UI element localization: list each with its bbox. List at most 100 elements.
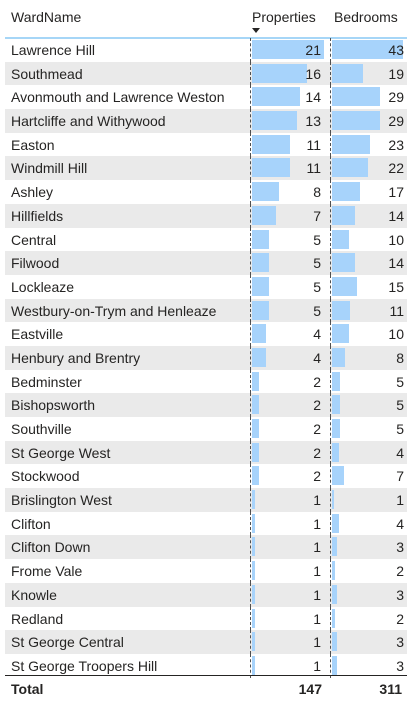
ward-name-cell: St George Central xyxy=(11,634,124,651)
bedrooms-value: 1 xyxy=(396,492,404,509)
properties-cell: 1 xyxy=(250,606,327,631)
properties-value: 1 xyxy=(313,563,321,580)
properties-databar xyxy=(252,347,266,367)
bedrooms-databar xyxy=(332,395,341,415)
bedrooms-value: 5 xyxy=(396,397,404,414)
properties-value: 5 xyxy=(313,255,321,272)
table-row[interactable]: Ashley 8 17 xyxy=(5,180,407,204)
properties-cell: 1 xyxy=(250,559,327,583)
properties-databar xyxy=(252,111,297,131)
table-row[interactable]: Knowle 1 3 xyxy=(5,582,407,607)
bedrooms-cell: 4 xyxy=(330,440,405,465)
table-row[interactable]: Redland 1 2 xyxy=(5,606,407,631)
table-row[interactable]: Avonmouth and Lawrence Weston 14 29 xyxy=(5,85,407,110)
table-row[interactable]: Filwood 5 14 xyxy=(5,251,407,275)
properties-value: 5 xyxy=(313,302,321,319)
table-row[interactable]: Bedminster 2 5 xyxy=(5,369,407,394)
column-header-bedrooms[interactable]: Bedrooms xyxy=(334,9,398,25)
properties-databar xyxy=(252,276,270,296)
bedrooms-cell: 3 xyxy=(330,535,405,560)
properties-cell: 1 xyxy=(250,630,327,654)
table-row[interactable]: Frome Vale 1 2 xyxy=(5,559,407,583)
bedrooms-value: 3 xyxy=(396,657,404,674)
bedrooms-cell: 3 xyxy=(330,653,405,678)
properties-databar xyxy=(252,655,256,675)
bedrooms-databar xyxy=(332,655,337,675)
ward-name-cell: Central xyxy=(11,231,57,248)
table-row[interactable]: Clifton Down 1 3 xyxy=(5,535,407,560)
column-header-wardname[interactable]: WardName xyxy=(11,9,82,25)
properties-value: 1 xyxy=(313,492,321,509)
properties-cell: 1 xyxy=(250,535,327,560)
properties-cell: 7 xyxy=(250,203,327,228)
table-row[interactable]: Easton 11 23 xyxy=(5,132,407,157)
ward-name-cell: Knowle xyxy=(11,586,57,603)
bedrooms-cell: 17 xyxy=(330,180,405,204)
bedrooms-databar xyxy=(332,561,336,581)
ward-name-cell: Brislington West xyxy=(11,492,112,509)
properties-cell: 8 xyxy=(250,180,327,204)
properties-value: 5 xyxy=(313,278,321,295)
total-label: Total xyxy=(11,681,44,697)
table-header: WardName Properties Bedrooms xyxy=(5,0,407,39)
table-row[interactable]: Brislington West 1 1 xyxy=(5,488,407,512)
table-row[interactable]: Henbury and Brentry 4 8 xyxy=(5,345,407,370)
ward-name-cell: Eastville xyxy=(11,326,64,343)
bedrooms-cell: 8 xyxy=(330,345,405,370)
table-row[interactable]: Windmill Hill 11 22 xyxy=(5,156,407,181)
properties-databar xyxy=(252,442,259,462)
properties-value: 1 xyxy=(313,539,321,556)
table-row[interactable]: St George Central 1 3 xyxy=(5,630,407,654)
properties-databar xyxy=(252,229,270,249)
properties-databar xyxy=(252,182,280,202)
table-row[interactable]: Bishopsworth 2 5 xyxy=(5,393,407,417)
total-row: Total 147 311 xyxy=(5,676,407,700)
properties-cell: 16 xyxy=(250,61,327,86)
table-row[interactable]: Clifton 1 4 xyxy=(5,511,407,536)
table-row[interactable]: Southmead 16 19 xyxy=(5,61,407,86)
bedrooms-value: 5 xyxy=(396,373,404,390)
bedrooms-databar xyxy=(332,632,337,652)
bedrooms-databar xyxy=(332,63,364,83)
table-row[interactable]: Stockwood 2 7 xyxy=(5,464,407,489)
table-row[interactable]: St George Troopers Hill 1 3 xyxy=(5,653,407,678)
ward-name-cell: Easton xyxy=(11,136,55,153)
bedrooms-cell: 10 xyxy=(330,227,405,252)
bedrooms-databar xyxy=(332,253,356,273)
bedrooms-cell: 5 xyxy=(330,393,405,417)
table-row[interactable]: Hillfields 7 14 xyxy=(5,203,407,228)
bedrooms-value: 2 xyxy=(396,563,404,580)
bedrooms-cell: 11 xyxy=(330,298,405,323)
properties-cell: 21 xyxy=(250,38,327,62)
ward-name-cell: Hillfields xyxy=(11,207,64,224)
column-header-properties[interactable]: Properties xyxy=(252,9,316,25)
table-row[interactable]: St George West 2 4 xyxy=(5,440,407,465)
ward-name-cell: Hartcliffe and Withywood xyxy=(11,113,166,130)
bedrooms-cell: 5 xyxy=(330,369,405,394)
properties-value: 2 xyxy=(313,444,321,461)
total-divider xyxy=(5,675,407,676)
bedrooms-cell: 5 xyxy=(330,417,405,441)
bedrooms-cell: 14 xyxy=(330,251,405,275)
table-row[interactable]: Central 5 10 xyxy=(5,227,407,252)
bedrooms-databar xyxy=(332,466,344,486)
table-row[interactable]: Southville 2 5 xyxy=(5,417,407,441)
properties-value: 16 xyxy=(305,65,321,82)
table-row[interactable]: Hartcliffe and Withywood 13 29 xyxy=(5,109,407,133)
properties-cell: 4 xyxy=(250,322,327,346)
properties-cell: 5 xyxy=(250,298,327,323)
bedrooms-value: 23 xyxy=(388,136,404,153)
table-row[interactable]: Eastville 4 10 xyxy=(5,322,407,346)
table-row[interactable]: Lockleaze 5 15 xyxy=(5,274,407,299)
bedrooms-value: 2 xyxy=(396,610,404,627)
properties-databar xyxy=(252,63,307,83)
ward-name-cell: Clifton Down xyxy=(11,539,91,556)
properties-databar xyxy=(252,371,259,391)
bedrooms-cell: 4 xyxy=(330,511,405,536)
bedrooms-cell: 3 xyxy=(330,582,405,607)
bedrooms-value: 4 xyxy=(396,515,404,532)
table-row[interactable]: Westbury-on-Trym and Henleaze 5 11 xyxy=(5,298,407,323)
table-row[interactable]: Lawrence Hill 21 43 xyxy=(5,38,407,62)
bedrooms-cell: 1 xyxy=(330,488,405,512)
properties-cell: 2 xyxy=(250,417,327,441)
